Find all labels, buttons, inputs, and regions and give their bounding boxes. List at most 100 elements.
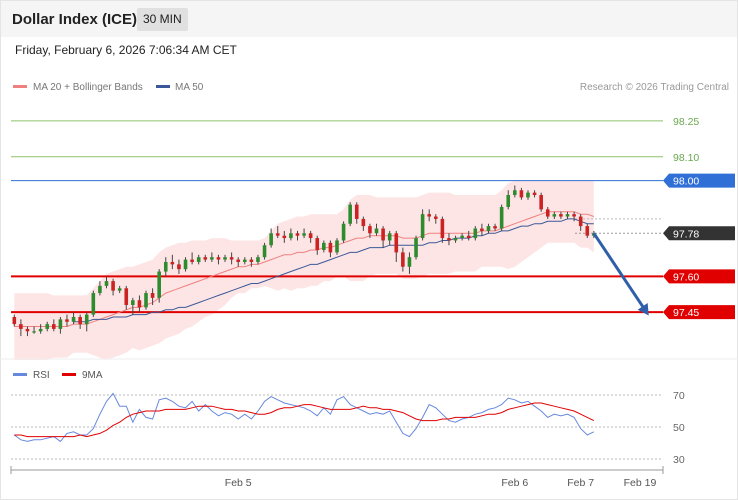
candle-body	[559, 214, 563, 217]
candle	[381, 226, 385, 248]
legend-rsi-label: RSI	[33, 370, 50, 381]
candle	[137, 295, 142, 313]
candle	[190, 252, 194, 265]
candle	[177, 259, 181, 274]
candle-body	[506, 195, 511, 207]
candle	[302, 228, 306, 239]
level-label: 97.78	[673, 228, 699, 240]
candle-body	[65, 319, 69, 322]
candle	[229, 252, 234, 265]
candle-body	[275, 233, 280, 236]
candle-body	[223, 257, 227, 260]
candle-body	[302, 233, 306, 236]
chart-header: Dollar Index (ICE) 30 MIN	[1, 1, 737, 37]
level-tag-current	[663, 226, 735, 241]
candle	[295, 230, 300, 241]
candle	[486, 223, 491, 234]
candle-body	[177, 264, 181, 270]
legend-rsi-ma-label: 9MA	[82, 370, 103, 381]
candle	[315, 235, 320, 255]
candle-body	[420, 214, 425, 239]
candle	[223, 254, 227, 262]
candle	[12, 314, 17, 327]
candle	[19, 319, 23, 337]
candle	[183, 257, 188, 272]
candle-body	[249, 259, 254, 262]
candle-body	[473, 228, 478, 239]
candle-body	[282, 235, 287, 239]
candle	[335, 238, 339, 255]
candle	[328, 240, 333, 258]
candle-body	[32, 331, 36, 333]
candle-body	[111, 281, 115, 291]
candle	[539, 192, 543, 212]
x-axis: Feb 5 Feb 6 Feb 7 Feb 19	[10, 466, 664, 489]
candle-body	[52, 324, 56, 329]
candle	[519, 187, 524, 200]
rsi-tick-label: 70	[673, 390, 685, 402]
candle	[203, 254, 208, 262]
candle	[150, 288, 155, 306]
candle-body	[433, 216, 438, 219]
candle	[453, 235, 458, 243]
candle-body	[91, 293, 96, 315]
candle-body	[216, 257, 221, 260]
candle	[78, 314, 82, 329]
candle	[578, 214, 583, 231]
candle-body	[150, 293, 155, 298]
candle-body	[565, 214, 570, 217]
candle	[111, 278, 115, 296]
candle-body	[196, 257, 201, 262]
candle-body	[137, 300, 142, 308]
candle	[361, 216, 366, 231]
interval-button[interactable]: 30 MIN	[137, 8, 188, 31]
candle	[98, 281, 102, 296]
candle-body	[519, 190, 524, 198]
candle-body	[585, 226, 590, 236]
candle-body	[401, 252, 405, 267]
candle	[52, 319, 56, 332]
candle-body	[84, 314, 89, 325]
candle-body	[308, 233, 313, 239]
candle-body	[493, 226, 497, 229]
candle-body	[163, 261, 168, 272]
candle-body	[12, 316, 17, 325]
candle-body	[381, 228, 385, 241]
candle-body	[315, 238, 320, 251]
candle-body	[183, 259, 188, 270]
candle-body	[131, 300, 135, 306]
candle-body	[328, 242, 333, 253]
legend-ma50-swatch	[156, 85, 170, 88]
candle	[440, 216, 445, 243]
chart-title: Dollar Index (ICE)	[12, 11, 138, 28]
candle	[368, 223, 372, 239]
candle	[480, 223, 484, 236]
candle-body	[361, 218, 366, 227]
level-tag-support	[663, 305, 735, 320]
candle-body	[572, 214, 576, 217]
candle	[262, 242, 267, 260]
candle-body	[117, 288, 122, 291]
candle-body	[124, 288, 129, 306]
candle	[32, 326, 36, 334]
candle-body	[262, 245, 267, 258]
candle-body	[447, 238, 451, 241]
candle	[466, 230, 471, 241]
price-panel: 98.25 98.10 98.00 97.78 97.60 97.45	[11, 116, 735, 360]
ma50-line	[73, 218, 594, 323]
candle	[144, 290, 148, 310]
candle	[559, 211, 563, 219]
candle-body	[190, 259, 194, 262]
candle	[348, 202, 352, 227]
candle	[308, 230, 313, 243]
candle-body	[295, 233, 300, 236]
candle-body	[545, 209, 550, 217]
candle-body	[38, 328, 43, 332]
candle	[394, 230, 399, 262]
candle	[196, 254, 201, 265]
candle	[322, 240, 326, 253]
level-label: 97.60	[673, 271, 699, 283]
ma20-line	[14, 211, 594, 327]
candle	[354, 202, 359, 224]
